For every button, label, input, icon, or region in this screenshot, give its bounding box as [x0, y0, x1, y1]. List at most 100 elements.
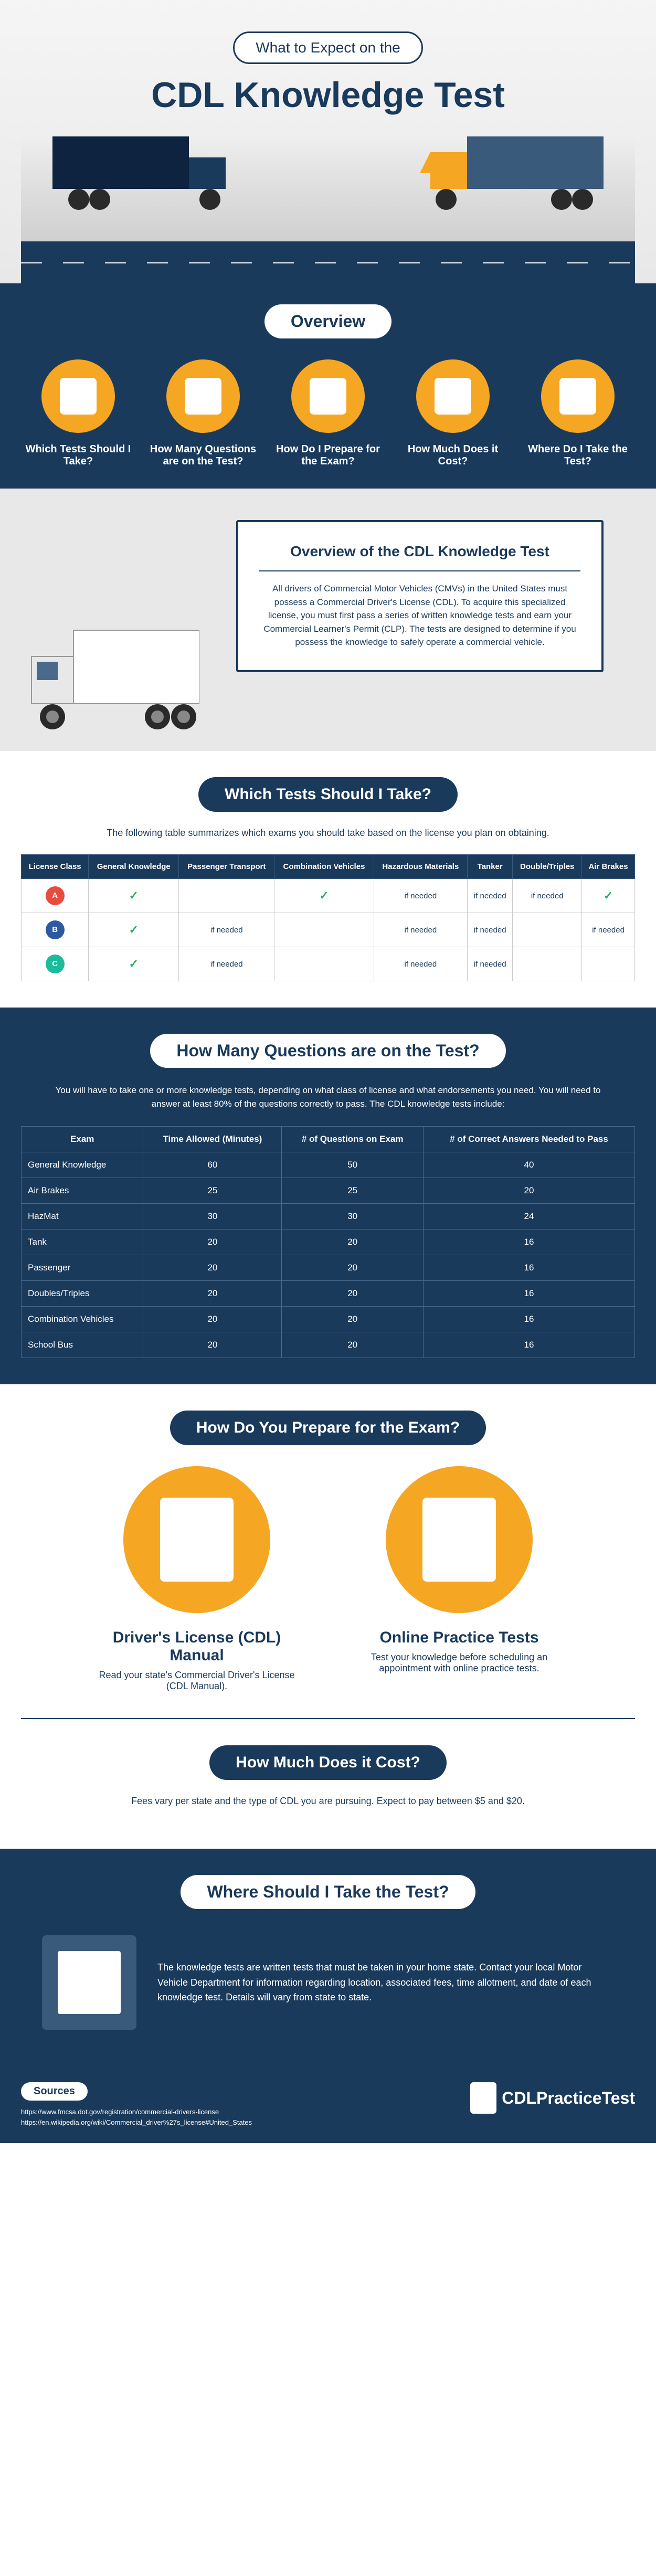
prepare-icon	[123, 1466, 270, 1613]
table-cell: 25	[282, 1178, 424, 1204]
table-row: Passenger202016	[22, 1255, 635, 1281]
billboard-card: Overview of the CDL Knowledge Test All d…	[236, 520, 604, 672]
exam-table: ExamTime Allowed (Minutes)# of Questions…	[21, 1126, 635, 1358]
prepare-icon	[386, 1466, 533, 1613]
table-row: B✓if neededif neededif neededif needed	[22, 913, 635, 947]
table-row: Combination Vehicles202016	[22, 1307, 635, 1332]
check-icon: ✓	[129, 889, 139, 902]
overview-heading: Overview	[264, 304, 392, 338]
table-cell: if needed	[582, 913, 635, 947]
overview-item: How Much Does it Cost?	[396, 359, 510, 468]
sources-list: https://www.fmcsa.dot.gov/registration/c…	[21, 2107, 252, 2127]
license-badge: C	[46, 955, 65, 973]
table-header: Double/Triples	[513, 855, 582, 879]
logo-badge-icon	[470, 2082, 496, 2114]
table-cell: 20	[282, 1229, 424, 1255]
cost-text: Fees vary per state and the type of CDL …	[21, 1796, 635, 1807]
table-cell: Passenger	[22, 1255, 143, 1281]
table-header: License Class	[22, 855, 89, 879]
overview-item-label: How Many Questions are on the Test?	[146, 443, 260, 468]
table-cell: if needed	[374, 879, 467, 913]
table-row: Tank202016	[22, 1229, 635, 1255]
table-cell: 16	[424, 1332, 635, 1358]
table-cell: 24	[424, 1204, 635, 1229]
table-cell	[582, 947, 635, 981]
hero-section: What to Expect on the CDL Knowledge Test	[0, 0, 656, 283]
questions-icon	[166, 359, 240, 433]
tests-table: License ClassGeneral KnowledgePassenger …	[21, 854, 635, 981]
table-cell: 20	[282, 1255, 424, 1281]
table-cell: School Bus	[22, 1332, 143, 1358]
truck-scene	[21, 126, 635, 210]
table-cell: HazMat	[22, 1204, 143, 1229]
table-cell: 20	[143, 1307, 282, 1332]
table-cell: if needed	[468, 913, 513, 947]
table-cell: 20	[282, 1332, 424, 1358]
table-cell: if needed	[468, 879, 513, 913]
overview-item-label: How Much Does it Cost?	[396, 443, 510, 468]
check-icon: ✓	[604, 889, 613, 902]
table-cell: 20	[143, 1255, 282, 1281]
sources-block: Sources https://www.fmcsa.dot.gov/regist…	[21, 2082, 252, 2127]
overview-item: Which Tests Should I Take?	[21, 359, 135, 468]
overview-section: Overview Which Tests Should I Take? How M…	[0, 283, 656, 489]
table-header: Tanker	[468, 855, 513, 879]
table-cell: 16	[424, 1281, 635, 1307]
table-cell: 30	[282, 1204, 424, 1229]
table-row: General Knowledge605040	[22, 1152, 635, 1178]
table-cell: 40	[424, 1152, 635, 1178]
overview-items: Which Tests Should I Take? How Many Quest…	[21, 359, 635, 468]
table-row: A✓✓if neededif neededif needed✓	[22, 879, 635, 913]
table-cell	[179, 879, 274, 913]
clipboard-icon	[42, 1935, 136, 2030]
road-graphic	[21, 241, 635, 283]
table-cell: if needed	[374, 947, 467, 981]
overview-item: How Many Questions are on the Test?	[146, 359, 260, 468]
table-cell: 16	[424, 1255, 635, 1281]
tests-desc: The following table summarizes which exa…	[21, 828, 635, 839]
check-icon: ✓	[129, 957, 139, 970]
city-background	[21, 136, 635, 241]
prepare-item: Online Practice TestsTest your knowledge…	[359, 1466, 559, 1692]
footer-logo: CDLPracticeTest	[470, 2082, 635, 2114]
table-cell: 20	[282, 1281, 424, 1307]
table-row: Air Brakes252520	[22, 1178, 635, 1204]
prepare-items: Driver's License (CDL) ManualRead your s…	[21, 1466, 635, 1692]
overview-item-label: Where Do I Take the Test?	[521, 443, 635, 468]
questions-section: How Many Questions are on the Test? You …	[0, 1008, 656, 1384]
billboard-title: Overview of the CDL Knowledge Test	[259, 543, 580, 571]
money-icon	[416, 359, 490, 433]
where-text: The knowledge tests are written tests th…	[157, 1960, 614, 2005]
table-cell	[274, 947, 374, 981]
questions-heading: How Many Questions are on the Test?	[150, 1034, 505, 1068]
license-badge: B	[46, 920, 65, 939]
yellow-truck-icon	[415, 126, 604, 210]
billboard-text: All drivers of Commercial Motor Vehicles…	[259, 582, 580, 649]
where-section: Where Should I Take the Test? The knowle…	[0, 1849, 656, 2066]
hero-pretitle-pill: What to Expect on the	[233, 31, 423, 64]
table-cell	[513, 947, 582, 981]
table-header: General Knowledge	[89, 855, 179, 879]
table-cell	[513, 913, 582, 947]
table-cell: 60	[143, 1152, 282, 1178]
prepare-text: Read your state's Commercial Driver's Li…	[97, 1670, 297, 1692]
table-cell: General Knowledge	[22, 1152, 143, 1178]
table-cell: if needed	[468, 947, 513, 981]
overview-item: Where Do I Take the Test?	[521, 359, 635, 468]
source-link: https://www.fmcsa.dot.gov/registration/c…	[21, 2107, 252, 2117]
table-cell: if needed	[374, 913, 467, 947]
table-cell: Tank	[22, 1229, 143, 1255]
table-header: Passenger Transport	[179, 855, 274, 879]
overview-item-label: How Do I Prepare for the Exam?	[271, 443, 385, 468]
tests-heading: Which Tests Should I Take?	[198, 777, 458, 812]
document-icon	[41, 359, 115, 433]
table-cell: 30	[143, 1204, 282, 1229]
table-header: Air Brakes	[582, 855, 635, 879]
check-icon: ✓	[319, 889, 329, 902]
checklist-icon	[291, 359, 365, 433]
prepare-title: Online Practice Tests	[359, 1629, 559, 1647]
white-truck-icon	[21, 614, 199, 730]
table-header: Exam	[22, 1127, 143, 1152]
table-header: Combination Vehicles	[274, 855, 374, 879]
map-icon	[541, 359, 615, 433]
